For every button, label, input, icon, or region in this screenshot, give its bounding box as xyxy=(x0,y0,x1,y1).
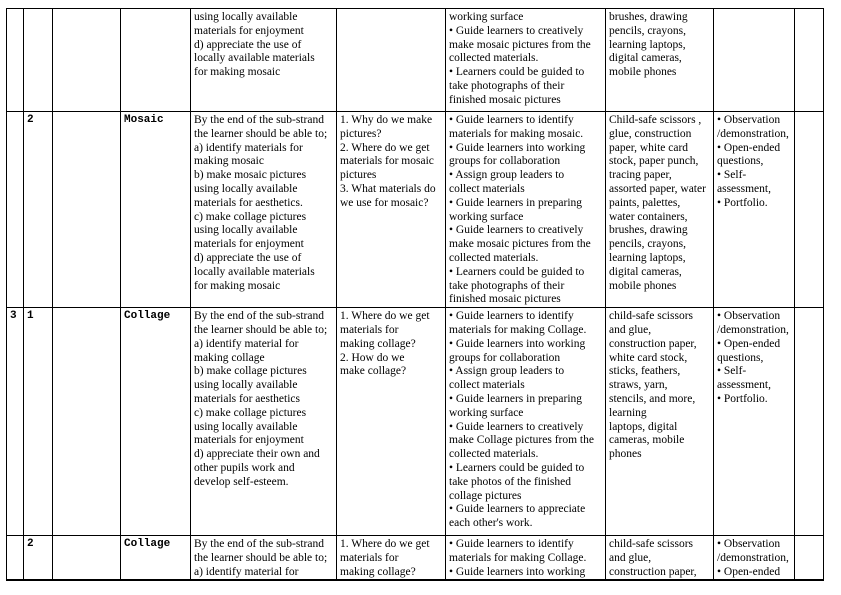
cell-text: • Observation /demonstration, • Open-end… xyxy=(717,538,789,578)
cell-text: using locally available materials for en… xyxy=(194,11,315,79)
cell-sub-strand: Collage xyxy=(120,535,191,581)
cell-assessment: • Observation /demonstration, • Open-end… xyxy=(713,307,795,537)
cell-text: 2 xyxy=(27,538,34,551)
cell-assessment: • Observation /demonstration, • Open-end… xyxy=(713,535,795,581)
cell-strand xyxy=(52,535,121,581)
cell-text xyxy=(796,10,823,12)
cell-text xyxy=(54,113,120,114)
cell-text xyxy=(796,113,823,114)
cell-week-number xyxy=(6,535,24,581)
cell-week-number xyxy=(6,110,24,309)
cell-text: 1. Where do we get materials for making … xyxy=(340,538,430,578)
cell-learning-outcomes: using locally available materials for en… xyxy=(190,8,337,112)
cell-text xyxy=(8,10,23,12)
cell-text: 3 xyxy=(10,310,17,323)
cell-remarks xyxy=(794,8,824,112)
cell-text: Collage xyxy=(124,310,171,323)
cell-text: By the end of the sub-strand the learner… xyxy=(194,310,328,488)
table-row: 3 1 Collage By the end of the sub-strand… xyxy=(6,307,824,537)
cell-text xyxy=(54,537,120,580)
cell-text: Child-safe scissors , glue, construction… xyxy=(609,114,706,292)
table-row: using locally available materials for en… xyxy=(6,8,824,112)
cell-remarks xyxy=(794,307,824,537)
table-row: 2 Collage By the end of the sub-strand t… xyxy=(6,535,824,581)
cell-assessment xyxy=(713,8,795,112)
cell-text: • Guide learners to identify materials f… xyxy=(449,310,594,530)
cell-text xyxy=(8,113,23,114)
cell-text: 1. Where do we get materials for making … xyxy=(340,310,430,378)
cell-text: 1 xyxy=(27,310,34,323)
cell-text: By the end of the sub-strand the learner… xyxy=(194,114,328,292)
cell-key-inquiry-questions: 1. Where do we get materials for making … xyxy=(336,307,446,537)
cell-week-number xyxy=(6,8,24,112)
cell-learning-experiences: working surface • Guide learners to crea… xyxy=(445,8,606,112)
cell-learning-resources: child-safe scissors and glue, constructi… xyxy=(605,535,714,581)
cell-text xyxy=(54,309,120,311)
cell-text xyxy=(338,10,445,12)
cell-learning-outcomes: By the end of the sub-strand the learner… xyxy=(190,110,337,309)
cell-text: 2 xyxy=(27,114,34,126)
cell-text: child-safe scissors and glue, constructi… xyxy=(609,310,697,461)
cell-text: • Guide learners to identify materials f… xyxy=(449,114,591,306)
cell-text: • Guide learners to identify materials f… xyxy=(449,538,587,578)
cell-sub-strand: Collage xyxy=(120,307,191,537)
cell-learning-experiences: • Guide learners to identify materials f… xyxy=(445,110,606,309)
cell-text: 1. Why do we make pictures? 2. Where do … xyxy=(340,114,436,209)
cell-key-inquiry-questions xyxy=(336,8,446,112)
cell-learning-outcomes: By the end of the sub-strand the learner… xyxy=(190,535,337,581)
cell-text: child-safe scissors and glue, constructi… xyxy=(609,538,697,578)
cell-key-inquiry-questions: 1. Where do we get materials for making … xyxy=(336,535,446,581)
cell-text xyxy=(25,10,52,12)
cell-text: Collage xyxy=(124,538,171,551)
cell-lesson-number: 2 xyxy=(23,535,53,581)
cell-learning-experiences: • Guide learners to identify materials f… xyxy=(445,307,606,537)
cell-text xyxy=(8,537,23,580)
cell-strand xyxy=(52,8,121,112)
cell-text: • Observation /demonstration, • Open-end… xyxy=(717,114,789,209)
cell-learning-resources: brushes, drawing pencils, crayons, learn… xyxy=(605,8,714,112)
cell-lesson-number: 2 xyxy=(23,110,53,309)
cell-text: By the end of the sub-strand the learner… xyxy=(194,538,328,578)
cell-text xyxy=(54,10,120,12)
cell-text xyxy=(122,10,190,12)
cell-lesson-number xyxy=(23,8,53,112)
cell-learning-experiences: • Guide learners to identify materials f… xyxy=(445,535,606,581)
cell-text xyxy=(715,10,794,12)
cell-text: Mosaic xyxy=(124,114,164,126)
scheme-of-work-table: using locally available materials for en… xyxy=(6,8,824,582)
cell-week-number: 3 xyxy=(6,307,24,537)
cell-assessment: • Observation /demonstration, • Open-end… xyxy=(713,110,795,309)
cell-text xyxy=(796,309,823,311)
cell-remarks xyxy=(794,110,824,309)
cell-text xyxy=(796,537,823,580)
cell-text: working surface • Guide learners to crea… xyxy=(449,11,591,106)
cell-sub-strand xyxy=(120,8,191,112)
cell-key-inquiry-questions: 1. Why do we make pictures? 2. Where do … xyxy=(336,110,446,309)
cell-strand xyxy=(52,110,121,309)
cell-strand xyxy=(52,307,121,537)
table-row: 2 Mosaic By the end of the sub-strand th… xyxy=(6,110,824,309)
cell-text: brushes, drawing pencils, crayons, learn… xyxy=(609,11,688,79)
cell-sub-strand: Mosaic xyxy=(120,110,191,309)
cell-learning-resources: Child-safe scissors , glue, construction… xyxy=(605,110,714,309)
cell-lesson-number: 1 xyxy=(23,307,53,537)
cell-text: • Observation /demonstration, • Open-end… xyxy=(717,310,789,405)
cell-learning-outcomes: By the end of the sub-strand the learner… xyxy=(190,307,337,537)
cell-remarks xyxy=(794,535,824,581)
cell-learning-resources: child-safe scissors and glue, constructi… xyxy=(605,307,714,537)
